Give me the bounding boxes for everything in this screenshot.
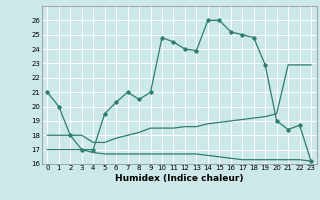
X-axis label: Humidex (Indice chaleur): Humidex (Indice chaleur) xyxy=(115,174,244,183)
